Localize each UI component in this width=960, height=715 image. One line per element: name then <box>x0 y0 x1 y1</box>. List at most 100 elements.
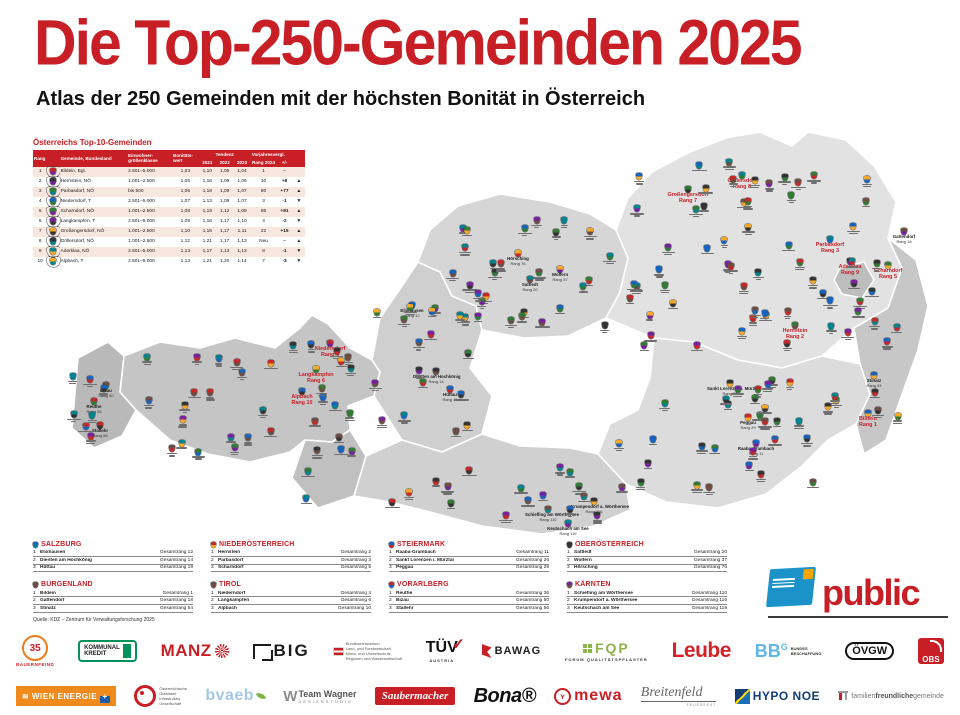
logo-big: BIG <box>252 641 310 661</box>
legend-box-header: VORARLBERG <box>389 581 549 588</box>
top10-cell: 1,17 <box>220 218 230 224</box>
top10-cell: 2.501–5.000 <box>128 258 155 264</box>
top10-panel: Österreichs Top-10-Gemeinden Rang Gemein… <box>33 138 305 267</box>
top10-cell: +77 <box>276 186 293 197</box>
legend-entry: 3 Scharndorf Gesamtrang 5 <box>211 565 371 573</box>
logo-oegig: Österreichische Glasfaser Infrastruktur Ges… <box>134 685 187 707</box>
top10-cell: ▲ <box>292 226 305 237</box>
col-vorjahr: Vorjahresvergl. <box>250 150 305 159</box>
top10-cell: 1,13 <box>237 238 247 244</box>
legend-entry-rank: Gesamtrang 26 <box>515 557 549 563</box>
legend-entry-number: 2 <box>33 557 36 563</box>
coat-of-arms-icon <box>50 178 57 186</box>
legend-entry-rank: Gesamtrang 50 <box>515 598 549 604</box>
legend-entry-number: 1 <box>567 550 570 556</box>
legend-entry-number: 2 <box>211 598 214 604</box>
gemeinde-crest-cell <box>47 246 60 257</box>
legend-entry-gemeinde: Sankt Lorenzen i. Mürztal <box>396 557 454 563</box>
logo-obs: OBS <box>917 638 944 664</box>
sponsor-logos-row-1: 35 BAUERNFEIND KOMMUNAL KREDIT MANZ BIG Bundes… <box>16 628 944 674</box>
top10-cell: ▼ <box>292 246 305 257</box>
legend-entry-gemeinde: Bildein <box>40 590 56 596</box>
legend-entry-rank: Gesamtrang 2 <box>340 550 371 556</box>
top10-cell: 1,08 <box>233 206 251 217</box>
top10-cell: 1,20 <box>220 258 230 264</box>
logo-team-wagner: W Team Wagner DESIGNSTUDIO <box>283 688 356 705</box>
legend-entry: 1 Niederndorf Gesamtrang 4 <box>211 590 371 598</box>
top10-cell: ▼ <box>296 258 302 264</box>
top10-cell: 1,06 <box>172 186 199 197</box>
legend-panel: SALZBURG 1 Elixhausen Gesamtrang 12 2 Dienten… <box>33 541 739 623</box>
top10-cell: bis 500 <box>127 186 173 197</box>
legend-entry-number: 3 <box>389 605 392 611</box>
kdz-logo: KDZ <box>766 566 816 630</box>
logo-bona: Bona® <box>474 685 537 708</box>
legend-entry-number: 1 <box>567 590 570 596</box>
top10-cell: 1,05 <box>216 166 234 177</box>
legend-entry-number: 2 <box>211 557 214 563</box>
top10-cell: 2.501–5.000 <box>127 246 173 257</box>
top10-cell: -1 <box>282 198 287 204</box>
legend-entry: 3 Alpbach Gesamtrang 10 <box>211 605 371 613</box>
logo-leube: Leube <box>672 639 732 663</box>
logo-main: Saubermacher <box>374 687 456 705</box>
top10-cell: Göllersdorf, NÖ <box>60 238 94 244</box>
legend-entry-rank: Gesamtrang 116 <box>691 598 727 604</box>
top10-cell: 1,10 <box>198 166 216 177</box>
legend-state-name: NIEDERÖSTERREICH <box>219 541 295 548</box>
logo-main: ÖVGW <box>845 642 895 660</box>
top10-row: 6 Langkampfen, T 2.501–5.000 1,09 1,16 1,17 1,… <box>33 217 305 227</box>
legend-state-name: BURGENLAND <box>41 581 93 589</box>
legend-entry: 1 Bildein Gesamtrang 1 <box>33 590 193 598</box>
logo-bvaeb: bvaeb <box>205 687 267 705</box>
top10-cell: ▲ <box>296 178 302 184</box>
gemeinde-crest-cell <box>47 206 60 217</box>
top10-cell: -2 <box>282 218 287 224</box>
coat-of-arms-icon <box>50 218 57 226</box>
top10-table-header: Rang Gemeinde, Bundesland Einwohner-größ… <box>33 150 305 167</box>
legend-entry: 1 Raaba-Grambach Gesamtrang 11 <box>389 550 549 558</box>
fan-icon <box>214 644 229 658</box>
legend-entry-rank: Gesamtrang 3 <box>340 557 371 563</box>
legend-entry: 1 Schiefling am Wörthersee Gesamtrang 110 <box>567 590 727 598</box>
top10-cell: 1,04 <box>233 166 251 177</box>
gemeinde-crest-cell <box>47 197 59 207</box>
col-rang2024: Rang 2024 <box>250 158 277 167</box>
legend-entry: 2 Langkampfen Gesamtrang 6 <box>211 597 371 605</box>
legend-entry-number: 1 <box>211 550 214 556</box>
coat-of-arms-icon <box>50 258 57 266</box>
legend-state-name: STEIERMARK <box>397 541 446 548</box>
coat-of-arms-icon <box>50 198 57 206</box>
top10-row: 8 Göllersdorf, NÖ 1.001–2.500 1,12 1,21 1,17 1… <box>33 237 305 247</box>
logo-main: FQP <box>582 640 630 656</box>
top10-cell: 1,07 <box>233 186 251 197</box>
legend-box-header: BURGENLAND <box>33 581 193 588</box>
legend-entry-number: 2 <box>389 598 392 604</box>
logo-bawag: BAWAG <box>481 644 542 658</box>
coat-of-arms-icon <box>211 541 216 548</box>
legend-entry-gemeinde: Scharndorf <box>218 565 244 571</box>
gemeinde-crest-cell <box>47 166 60 177</box>
logo-ffg: familienfreundlichegemeinde <box>838 690 944 702</box>
legend-box-header: KÄRNTEN <box>567 581 727 588</box>
coat-of-arms-icon <box>50 208 57 216</box>
top10-cell: Alpbach, T <box>60 258 84 264</box>
top10-cell: 2.501–5.000 <box>128 198 155 204</box>
state-steiermark <box>597 337 871 509</box>
legend-entry-gemeinde: Hüttau <box>40 565 56 571</box>
legend-entry: 3 Keutschach am See Gesamtrang 119 <box>567 605 727 613</box>
logo-text: KOMMUNAL KREDIT <box>84 644 120 657</box>
legend-box-header: NIEDERÖSTERREICH <box>211 541 371 548</box>
legend-entry-gemeinde: Elixhausen <box>40 550 66 556</box>
legend-box-burgenland: BURGENLAND 1 Bildein Gesamtrang 1 2 Gattendor… <box>33 581 193 613</box>
austria-flag-icon <box>333 647 343 655</box>
top10-cell: 1,12 <box>216 206 234 217</box>
pixel-grid-icon <box>582 643 592 653</box>
top10-cell: Langkampfen, T <box>60 218 96 224</box>
coat-of-arms-icon <box>567 541 572 548</box>
legend-entry-number: 2 <box>389 557 392 563</box>
top10-cell: 1,09 <box>220 198 230 204</box>
legend-state-name: OBERÖSTERREICH <box>575 541 644 548</box>
top10-cell: 3 <box>262 198 265 204</box>
divider-line <box>768 616 948 618</box>
